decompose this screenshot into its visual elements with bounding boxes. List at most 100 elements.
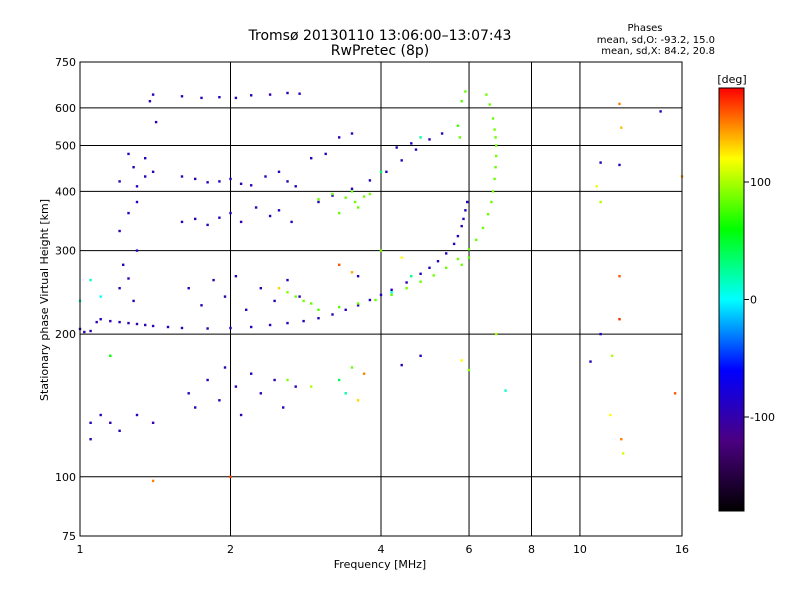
data-point-o xyxy=(250,94,253,97)
data-point-o xyxy=(148,100,152,103)
stats-line-x: mean, sd,X: 84.2, 20.8 xyxy=(601,46,715,57)
data-point-x xyxy=(302,299,305,303)
data-point-x xyxy=(390,291,393,294)
data-point-o xyxy=(338,136,341,139)
data-point-o xyxy=(460,224,463,228)
data-point-o xyxy=(277,209,281,212)
data-point-o xyxy=(294,185,297,188)
data-point-o xyxy=(95,320,98,324)
data-point-o xyxy=(618,163,621,167)
data-point-o xyxy=(194,217,197,221)
plot-frame xyxy=(79,61,683,537)
data-point-x xyxy=(464,90,467,93)
data-point-x xyxy=(368,192,372,196)
data-point-o xyxy=(395,146,398,149)
data-point-x xyxy=(458,136,461,139)
data-point-o xyxy=(298,295,301,298)
data-point-o xyxy=(194,406,197,409)
data-point-x xyxy=(486,213,490,216)
data-point-o xyxy=(599,161,602,164)
data-point-o xyxy=(194,177,197,181)
stats-heading: Phases xyxy=(627,23,662,34)
data-point-o xyxy=(317,317,320,320)
data-point-o xyxy=(180,220,184,224)
data-point-x xyxy=(350,271,354,274)
data-point-x xyxy=(467,368,471,372)
data-point-x xyxy=(338,305,341,309)
data-point-x xyxy=(445,266,448,269)
data-point-o xyxy=(379,293,383,297)
data-point-o xyxy=(200,96,203,100)
data-point-o xyxy=(428,266,431,269)
data-point-o xyxy=(445,252,448,255)
y-tick-label: 300 xyxy=(55,245,76,258)
data-point-o xyxy=(410,142,413,145)
data-point-o xyxy=(659,110,662,113)
data-point-o xyxy=(250,184,253,187)
data-point-o xyxy=(109,319,112,323)
data-point-o xyxy=(187,287,190,290)
data-point-o xyxy=(212,278,215,282)
data-point-o xyxy=(154,120,158,124)
data-point-o xyxy=(466,200,469,204)
data-point-o xyxy=(464,209,467,212)
chart-title: Tromsø 20130110 13:06:00–13:07:43 xyxy=(248,28,512,44)
data-point-o xyxy=(166,325,170,329)
colorbar-tick-label: -100 xyxy=(750,411,775,424)
data-point-o xyxy=(135,413,139,417)
data-point-o xyxy=(135,200,139,204)
data-point-o xyxy=(350,187,354,190)
data-point-x xyxy=(618,102,621,106)
data-point-o xyxy=(218,96,221,99)
data-point-x xyxy=(618,318,621,321)
data-point-o xyxy=(462,217,465,221)
data-point-o xyxy=(229,326,232,330)
data-point-x xyxy=(432,274,435,277)
data-point-o xyxy=(83,330,86,334)
x-tick-label: 1 xyxy=(77,543,84,556)
y-axis-label: Stationary phase Virtual Height [km] xyxy=(38,199,51,401)
data-point-o xyxy=(206,327,209,330)
data-point-o xyxy=(277,170,281,173)
data-point-o xyxy=(144,323,147,327)
data-point-o xyxy=(99,318,102,321)
data-point-o xyxy=(180,175,184,178)
data-point-o xyxy=(245,308,248,311)
y-tick-label: 75 xyxy=(62,530,76,543)
data-point-o xyxy=(218,399,221,402)
data-point-o xyxy=(180,326,184,330)
data-point-o xyxy=(286,278,289,282)
data-point-x xyxy=(609,413,612,417)
data-point-o xyxy=(317,200,320,204)
data-point-x xyxy=(362,372,366,375)
y-tick-label: 200 xyxy=(55,328,76,341)
data-point-o xyxy=(290,220,293,224)
data-point-o xyxy=(127,211,130,215)
data-point-o xyxy=(151,93,155,96)
data-point-o xyxy=(200,304,203,307)
data-point-o xyxy=(286,180,289,183)
colorbar-ticks: 100 0 -100 xyxy=(744,176,775,424)
data-point-o xyxy=(436,260,440,263)
data-point-x xyxy=(495,154,498,158)
y-tick-label: 600 xyxy=(55,102,76,115)
data-point-o xyxy=(234,385,238,388)
data-point-o xyxy=(151,324,155,328)
data-point-o xyxy=(440,132,444,135)
data-point-x xyxy=(405,287,408,290)
data-point-o xyxy=(356,275,360,278)
data-point-o xyxy=(286,321,289,325)
data-point-o xyxy=(144,175,147,178)
data-point-o xyxy=(89,329,92,333)
colorbar xyxy=(718,87,745,512)
data-point-o xyxy=(385,170,388,173)
data-point-o xyxy=(368,179,372,182)
data-point-x xyxy=(495,144,498,147)
data-point-x xyxy=(460,100,463,103)
data-point-o xyxy=(286,91,289,95)
y-tick-label: 750 xyxy=(55,56,76,69)
x-tick-label: 2 xyxy=(227,543,234,556)
data-point-x xyxy=(379,170,383,173)
data-point-x xyxy=(488,103,491,106)
